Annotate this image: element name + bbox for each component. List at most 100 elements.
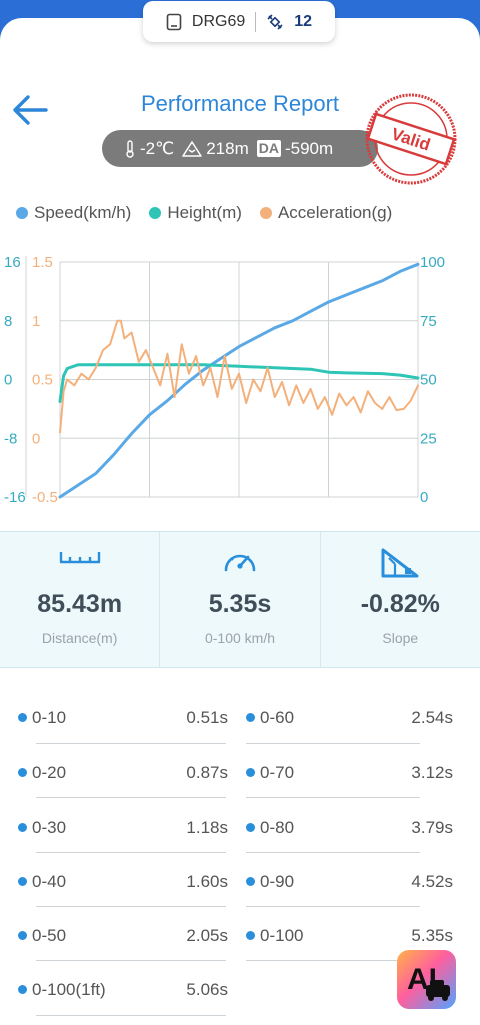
satellite-icon	[267, 13, 283, 30]
split-label: 0-50	[32, 926, 67, 945]
chart-legend: Speed(km/h) Height(m) Acceleration(g)	[16, 203, 392, 223]
speed-tick-label: 100	[420, 254, 445, 271]
speed-tick-label: 75	[420, 313, 437, 330]
split-bullet	[18, 931, 27, 940]
altitude-value: 218m	[206, 138, 249, 158]
split-divider	[246, 797, 420, 798]
stat-distance: 85.43m Distance(m)	[0, 532, 161, 667]
split-row: 0-10 0.51s	[18, 690, 230, 744]
legend-height-swatch	[149, 207, 162, 219]
legend-speed[interactable]: Speed(km/h)	[16, 203, 131, 223]
split-label: 0-30	[32, 818, 67, 837]
split-label: 0-100	[260, 926, 304, 945]
split-time: 3.12s	[411, 763, 453, 782]
split-label: 0-100(1ft)	[32, 980, 106, 999]
split-row: 0-30 1.18s	[18, 800, 230, 854]
split-time: 1.60s	[186, 872, 228, 891]
zero-to-hundred-label: 0-100 km/h	[204, 630, 276, 646]
device-name: DRG69	[191, 12, 246, 30]
slope-icon	[381, 548, 419, 578]
split-label: 0-70	[260, 763, 295, 782]
pill-divider	[255, 11, 257, 32]
acceleration-tick-label: -0.5	[32, 489, 58, 506]
stat-0-100: 5.35s 0-100 km/h	[160, 532, 321, 667]
da-badge: DA	[256, 140, 281, 157]
speed-tick-label: 50	[420, 372, 437, 389]
legend-speed-label: Speed(km/h)	[34, 203, 132, 222]
split-bullet	[246, 768, 255, 777]
back-arrow-icon[interactable]	[10, 93, 50, 127]
legend-acceleration-swatch	[259, 207, 272, 219]
split-label: 0-80	[260, 818, 295, 837]
split-time: 1.18s	[186, 818, 228, 837]
altitude-item: 218m	[182, 139, 249, 159]
split-row: 0-100 5.35s	[246, 908, 456, 962]
ruler-icon	[59, 552, 100, 564]
device-icon	[166, 13, 182, 30]
split-divider	[36, 1015, 226, 1016]
split-label: 0-90	[260, 872, 295, 891]
split-time: 2.54s	[411, 708, 453, 727]
performance-chart: 16 8 0 -8 -16 1.5 1 0.5 0 -0.5 100 75 50 25 0	[4, 254, 445, 506]
conditions-pill: -2℃ 218m DA -590m	[102, 130, 378, 167]
temperature-value: -2℃	[140, 138, 175, 158]
summary-stats: 85.43m Distance(m) 5.35s 0-100 km/h -0.8…	[0, 531, 480, 668]
split-divider	[36, 852, 226, 853]
ai-assistant-button[interactable]: AI	[396, 949, 457, 1010]
speed-tick-label: 25	[420, 430, 437, 447]
speed-series-line	[58, 262, 420, 499]
page-title: Performance Report	[140, 91, 340, 116]
acceleration-tick-label: 0.5	[32, 372, 53, 389]
split-time: 5.35s	[411, 926, 453, 945]
acceleration-series-line	[59, 319, 419, 434]
split-label: 0-60	[260, 708, 295, 727]
split-row: 0-70 3.12s	[246, 745, 456, 799]
device-status-pill[interactable]: DRG69 12	[143, 1, 335, 42]
split-divider	[246, 743, 420, 744]
split-divider	[36, 906, 226, 907]
slope-value: -0.82%	[360, 590, 440, 618]
slope-label: Slope	[382, 630, 419, 646]
split-time: 0.51s	[186, 708, 228, 727]
split-time: 4.52s	[411, 872, 453, 891]
satellite-count: 12	[294, 12, 313, 30]
split-bullet	[246, 931, 255, 940]
split-divider	[246, 906, 420, 907]
report-sheet	[0, 18, 480, 1025]
legend-height[interactable]: Height(m)	[149, 203, 242, 223]
distance-value: 85.43m	[37, 590, 123, 618]
split-bullet	[18, 713, 27, 722]
split-row: 0-20 0.87s	[18, 745, 230, 799]
legend-acceleration[interactable]: Acceleration(g)	[259, 203, 393, 223]
valid-stamp: Valid	[365, 93, 457, 185]
split-divider	[36, 743, 226, 744]
acceleration-tick-label: 1	[32, 313, 40, 330]
split-time: 0.87s	[186, 763, 228, 782]
car-icon	[426, 980, 450, 1001]
stat-slope: -0.82% Slope	[321, 532, 480, 667]
split-divider	[246, 852, 420, 853]
split-divider	[36, 960, 226, 961]
split-row: 0-60 2.54s	[246, 690, 456, 744]
height-tick-label: 8	[4, 313, 12, 330]
split-time: 3.79s	[411, 818, 453, 837]
acceleration-tick-label: 1.5	[32, 254, 53, 271]
split-bullet	[18, 768, 27, 777]
split-divider	[36, 797, 226, 798]
split-row: 0-90 4.52s	[246, 854, 456, 908]
split-label: 0-20	[32, 763, 67, 782]
split-bullet	[246, 877, 255, 886]
legend-acceleration-label: Acceleration(g)	[277, 203, 393, 222]
speedometer-icon	[224, 554, 256, 572]
split-bullet	[18, 823, 27, 832]
distance-label: Distance(m)	[41, 630, 118, 646]
split-bullet	[18, 985, 27, 994]
height-tick-label: -16	[4, 489, 26, 506]
split-row: 0-100(1ft) 5.06s	[18, 962, 230, 1016]
temperature-item: -2℃	[124, 139, 174, 159]
acceleration-tick-label: 0	[32, 430, 40, 447]
height-tick-label: 0	[4, 372, 12, 389]
split-time: 5.06s	[186, 980, 228, 999]
legend-speed-swatch	[16, 207, 28, 219]
zero-to-hundred-value: 5.35s	[208, 590, 272, 618]
